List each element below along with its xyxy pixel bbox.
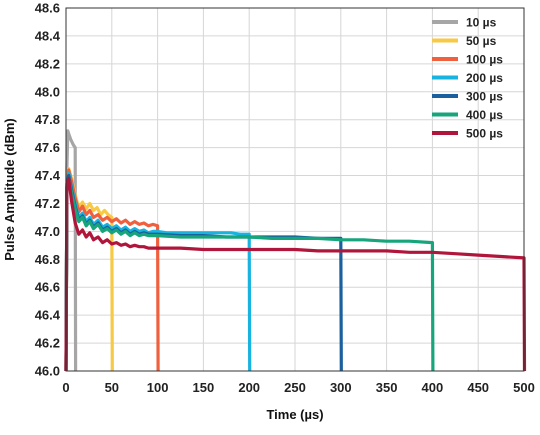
legend-label-1: 50 µs (466, 34, 497, 48)
series-line-0 (64, 129, 78, 372)
x-tick-label: 250 (284, 380, 306, 395)
x-tick-label: 0 (62, 380, 69, 395)
y-tick-label: 46.6 (35, 280, 60, 295)
x-tick-label: 500 (513, 380, 535, 395)
series-line-6 (64, 176, 527, 372)
y-tick-label: 48.6 (35, 1, 60, 16)
grid (65, 7, 525, 372)
y-tick-label: 46.8 (35, 252, 60, 267)
y-tick-label: 47.4 (35, 168, 61, 183)
y-tick-labels: 46.0 46.2 46.4 46.6 46.8 47.0 47.2 47.4 47.6 47.8… (35, 1, 61, 379)
legend-label-6: 500 µs (466, 127, 503, 141)
legend-label-4: 300 µs (466, 90, 503, 104)
series-line-5 (64, 176, 435, 372)
y-tick-label: 47.0 (35, 224, 60, 239)
y-tick-label: 48.2 (35, 56, 60, 71)
x-tick-label: 150 (193, 380, 215, 395)
y-tick-label: 48.0 (35, 84, 60, 99)
legend: 10 µs 50 µs 100 µs 200 µs 300 µs 400 µs 500 µs (432, 16, 503, 141)
series-line-3 (64, 171, 252, 372)
x-tick-labels: 0 50 100 150 200 250 300 350 400 450 500 (62, 380, 534, 395)
x-tick-label: 100 (147, 380, 169, 395)
legend-label-2: 100 µs (466, 53, 503, 67)
x-tick-label: 50 (105, 380, 119, 395)
x-tick-label: 300 (330, 380, 352, 395)
legend-label-5: 400 µs (466, 108, 503, 122)
x-tick-label: 350 (376, 380, 398, 395)
y-tick-label: 48.4 (35, 28, 61, 43)
y-axis-title: Pulse Amplitude (dBm) (2, 118, 17, 261)
series-lines (64, 129, 527, 372)
y-tick-label: 47.8 (35, 112, 60, 127)
y-tick-label: 46.2 (35, 336, 60, 351)
y-tick-label: 46.4 (35, 308, 61, 323)
legend-label-0: 10 µs (466, 16, 497, 30)
y-tick-label: 46.0 (35, 364, 60, 379)
x-tick-label: 200 (238, 380, 260, 395)
x-tick-label: 400 (422, 380, 444, 395)
x-tick-label: 450 (467, 380, 489, 395)
x-axis-title: Time (µs) (266, 407, 323, 422)
legend-label-3: 200 µs (466, 71, 503, 85)
y-tick-label: 47.2 (35, 196, 60, 211)
plot-frame (65, 7, 525, 372)
y-tick-label: 47.6 (35, 140, 60, 155)
